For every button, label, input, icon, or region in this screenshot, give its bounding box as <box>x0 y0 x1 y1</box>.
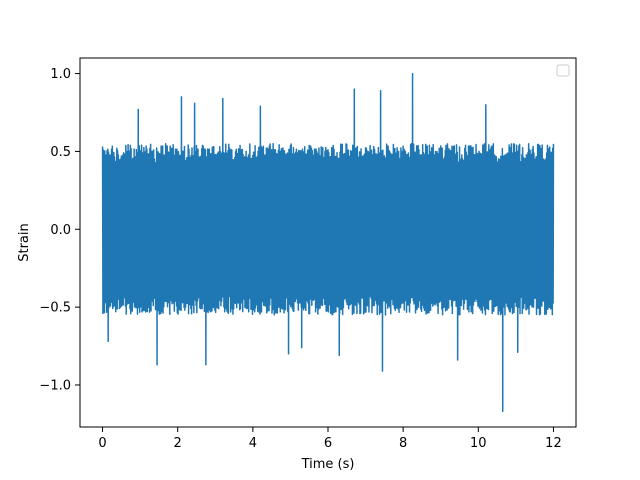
x-tick-label: 10 <box>470 436 487 451</box>
x-tick-label: 12 <box>545 436 562 451</box>
y-tick-label: −0.5 <box>39 301 71 316</box>
legend-box <box>556 64 570 77</box>
x-axis-title: Time (s) <box>301 457 355 472</box>
y-tick-label: −1.0 <box>39 378 71 393</box>
y-tick-label: 1.0 <box>50 67 71 82</box>
plot-area <box>101 72 555 413</box>
x-tick-label: 6 <box>324 436 332 451</box>
y-axis-title: Strain <box>17 223 32 262</box>
x-tick-label: 4 <box>249 436 257 451</box>
x-tick-label: 2 <box>174 436 182 451</box>
y-axis-ticks: −1.0 −0.5 0.0 0.5 1.0 <box>39 67 80 393</box>
y-tick-label: 0.5 <box>50 145 71 160</box>
y-tick-label: 0.0 <box>50 223 71 238</box>
x-tick-label: 0 <box>98 436 106 451</box>
x-tick-label: 8 <box>399 436 407 451</box>
x-axis-ticks: 0 2 4 6 8 10 12 <box>98 427 562 451</box>
strain-series-line <box>101 72 555 413</box>
